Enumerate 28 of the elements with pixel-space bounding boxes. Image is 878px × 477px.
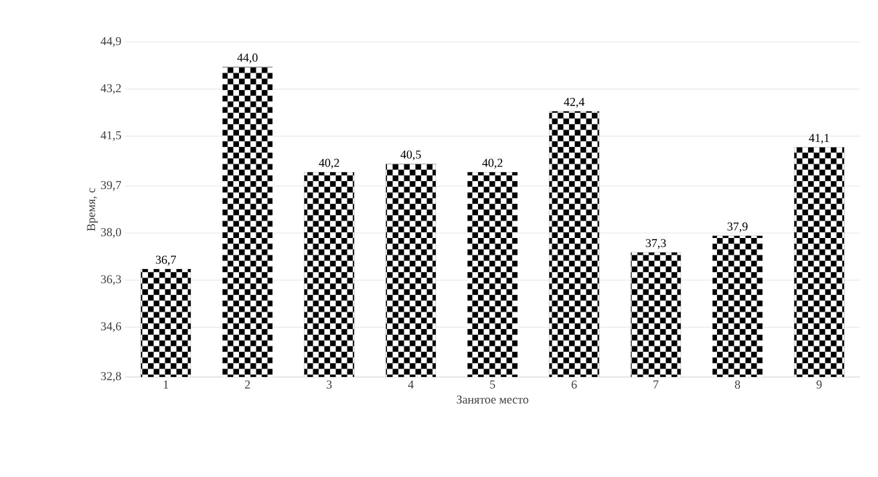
- x-tick-label: 9: [816, 380, 822, 389]
- data-label: 40,5: [400, 150, 421, 160]
- data-label: 40,2: [482, 158, 502, 169]
- y-tick-label: 41,5: [100, 131, 122, 142]
- x-tick-label: 2: [245, 380, 250, 388]
- data-label: 42,4: [564, 98, 584, 108]
- y-tick-label: 32,8: [101, 372, 122, 382]
- x-tick-label: 5: [490, 380, 496, 388]
- x-tick-label: 4: [408, 380, 414, 388]
- x-tick-label: 3: [326, 380, 332, 389]
- y-tick-label: 39,7: [101, 181, 122, 191]
- y-tick-label: 44,9: [100, 37, 121, 47]
- data-label: 36,7: [156, 256, 176, 266]
- x-tick-label: 8: [734, 380, 740, 389]
- y-tick-label: 43,2: [100, 84, 121, 94]
- x-tick-label: 1: [164, 380, 168, 388]
- data-label: 44,0: [237, 54, 258, 64]
- data-label: 37,3: [646, 239, 666, 249]
- x-axis-title: Занятое место: [456, 395, 528, 404]
- x-tick-label: 6: [572, 380, 577, 389]
- x-tick-label: 7: [654, 380, 658, 388]
- y-tick-label: 38,0: [101, 228, 122, 238]
- data-label: 40,2: [318, 158, 339, 169]
- y-axis-title: Время, с: [87, 188, 98, 232]
- data-label: 37,9: [728, 222, 748, 232]
- y-tick-label: 36,3: [101, 275, 122, 285]
- y-tick-label: 34,6: [101, 322, 122, 332]
- data-label: 41,1: [808, 134, 829, 144]
